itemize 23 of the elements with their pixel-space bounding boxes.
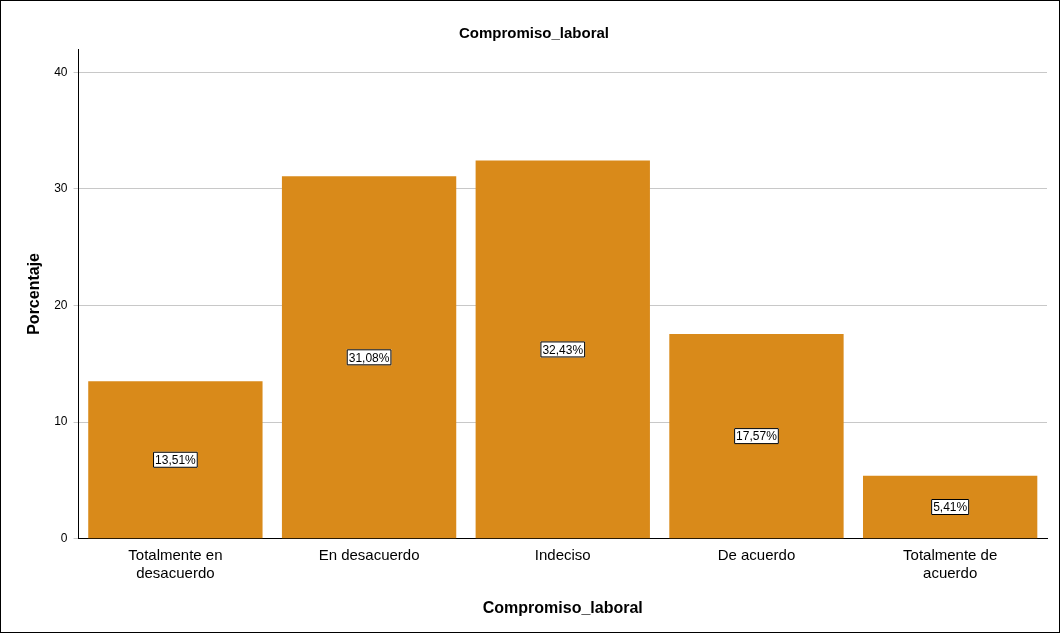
data-label: 32,43% <box>542 342 584 357</box>
y-axis-title: Porcentaje <box>25 252 43 335</box>
bar <box>88 381 263 539</box>
x-axis-title: Compromiso_laboral <box>482 598 643 616</box>
bar <box>475 160 650 539</box>
y-tick-label: 10 <box>54 414 68 429</box>
x-tick-label: Totalmente de acuerdo <box>903 545 998 581</box>
bar <box>862 475 1038 539</box>
y-tick-label: 0 <box>60 531 68 546</box>
y-tick-label: 40 <box>54 64 68 79</box>
x-tick-label: Totalmente en desacuerdo <box>128 545 223 581</box>
chart-title: Compromiso_laboral <box>458 24 610 42</box>
x-tick-label: En desacuerdo <box>318 545 420 563</box>
bar <box>281 176 457 539</box>
x-tick-label: Indeciso <box>534 545 591 563</box>
bar <box>669 333 844 539</box>
y-tick-label: 20 <box>54 297 68 312</box>
data-label: 13,51% <box>155 453 197 468</box>
data-label: 17,57% <box>736 429 778 444</box>
x-tick-label: De acuerdo <box>717 545 796 563</box>
data-label: 5,41% <box>933 500 968 515</box>
data-label: 31,08% <box>348 350 390 365</box>
y-tick-label: 30 <box>54 181 68 196</box>
